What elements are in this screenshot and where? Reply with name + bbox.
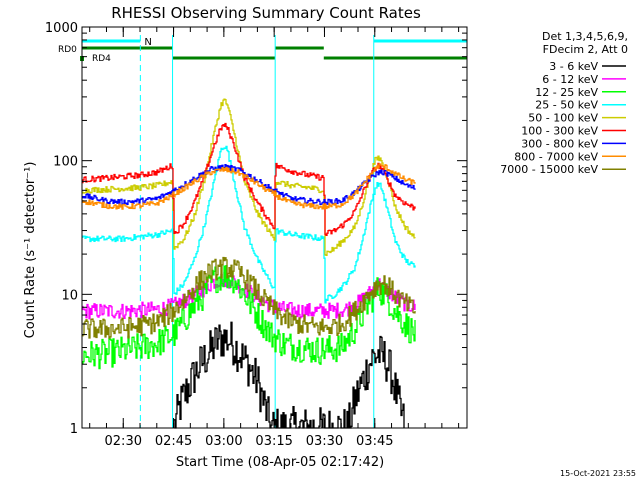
legend-header-line-1: Det 1,3,4,5,6,9, [542, 30, 628, 43]
series-line-7 [82, 163, 416, 206]
legend-entry-label: 7000 - 15000 keV [500, 163, 598, 176]
y-tick-label: 100 [53, 155, 78, 170]
x-tick-label: 03:15 [255, 434, 292, 449]
series-line-8 [82, 163, 416, 210]
series-layer [82, 98, 416, 429]
legend: Det 1,3,4,5,6,9,FDecim 2, Att 0 3 - 6 keV… [500, 30, 628, 176]
y-axis-ticks: 1 10 100 1000 [45, 21, 467, 437]
legend-header-line-2: FDecim 2, Att 0 [543, 43, 628, 56]
state-label-rd4: RD4 [92, 54, 111, 64]
footer-date: 15-Oct-2021 23:55 [560, 469, 636, 478]
legend-entry-label: 3 - 6 keV [549, 60, 598, 73]
x-tick-label: 02:45 [155, 434, 192, 449]
legend-entry-label: 6 - 12 keV [542, 73, 598, 86]
y-tick-label: 1000 [45, 21, 78, 36]
series-line-6 [82, 122, 416, 236]
x-tick-label: 03:00 [205, 434, 242, 449]
chart-title: RHESSI Observing Summary Count Rates [111, 4, 421, 22]
state-label-n: N [144, 37, 151, 48]
series-line-3 [82, 264, 416, 370]
y-tick-label: 10 [61, 288, 78, 303]
legend-entry-label: 100 - 300 keV [521, 125, 598, 138]
y-axis-label: Count Rate (s⁻¹ detector⁻¹) [23, 162, 38, 339]
x-axis-ticks: 02:30 02:45 03:00 03:15 03:30 03:45 [89, 27, 460, 449]
y-tick-label: 1 [70, 422, 78, 437]
x-tick-label: 03:45 [356, 434, 393, 449]
series-line-4 [82, 145, 416, 304]
series-line-5 [82, 98, 416, 257]
legend-entry-label: 25 - 50 keV [535, 99, 598, 112]
legend-entry-label: 300 - 800 keV [521, 137, 598, 150]
legend-entry-label: 50 - 100 keV [528, 112, 598, 125]
x-axis-label: Start Time (08-Apr-05 02:17:42) [176, 455, 384, 470]
legend-entry-label: 800 - 7000 keV [514, 150, 598, 163]
legend-entry-label: 12 - 25 keV [535, 86, 598, 99]
state-label-rd0: RD0 [58, 45, 77, 55]
x-tick-label: 03:30 [306, 434, 343, 449]
x-tick-label: 02:30 [105, 434, 142, 449]
series-line-9 [82, 256, 416, 339]
